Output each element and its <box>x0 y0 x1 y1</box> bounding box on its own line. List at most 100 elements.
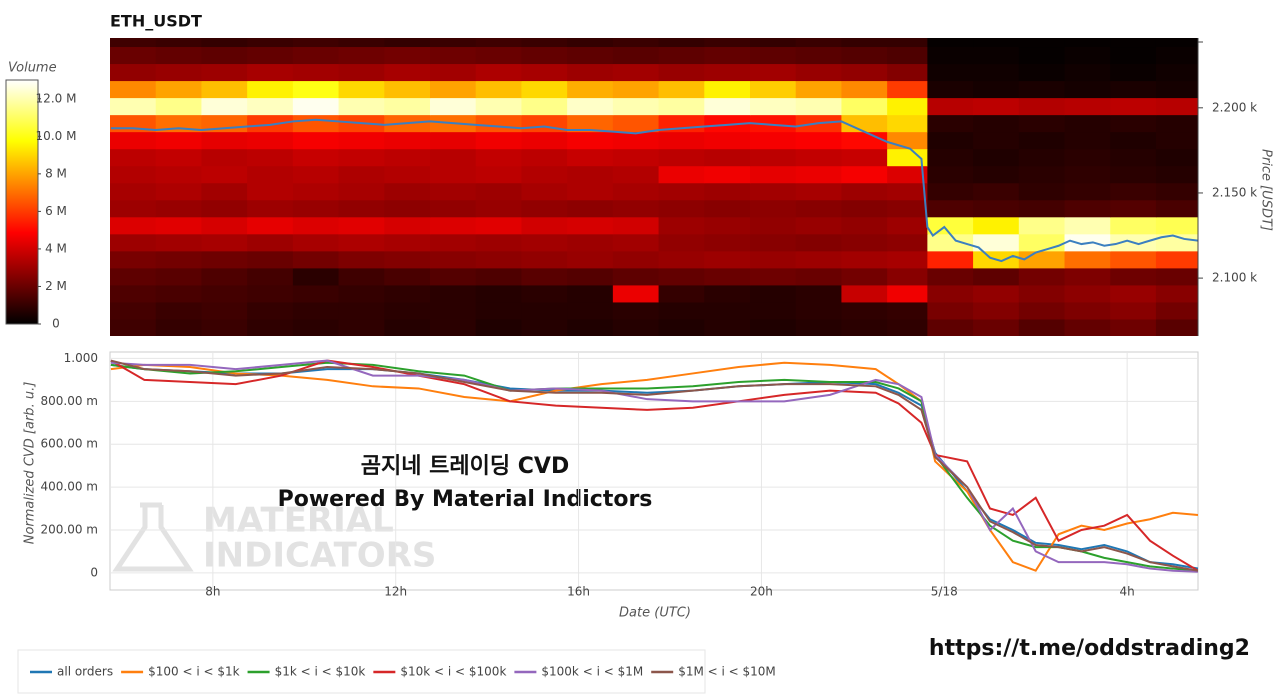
heat-cell <box>704 148 751 167</box>
heat-cell <box>841 63 888 82</box>
heat-cell <box>927 182 974 201</box>
heat-cell <box>612 114 660 133</box>
heat-cell <box>1110 131 1157 150</box>
heat-cell <box>704 284 751 303</box>
heat-cell <box>384 267 431 286</box>
heat-cell <box>1018 284 1066 303</box>
colorbar-tick-label: 10.0 M <box>36 129 77 143</box>
footer-link[interactable]: https://t.me/oddstrading2 <box>929 636 1250 661</box>
heat-cell <box>521 284 568 303</box>
heat-cell <box>1018 97 1066 116</box>
heat-cell <box>247 38 294 48</box>
heat-cell <box>750 267 797 286</box>
heat-cell <box>927 114 974 133</box>
heat-cell <box>475 182 522 201</box>
heat-cell <box>292 301 340 320</box>
heat-cell <box>1064 80 1111 99</box>
heat-cell <box>612 148 660 167</box>
heat-cell <box>795 46 842 65</box>
heat-cell <box>1155 131 1198 150</box>
heat-cell <box>1155 182 1198 201</box>
heat-cell <box>658 148 705 167</box>
heat-cell <box>841 216 888 235</box>
heat-cell <box>927 80 974 99</box>
heat-cell <box>612 233 660 252</box>
heat-cell <box>567 318 614 336</box>
heat-cell <box>292 165 340 184</box>
heat-cell <box>110 199 157 218</box>
lines <box>110 359 1198 573</box>
heat-cell <box>338 216 385 235</box>
heat-cell <box>612 38 660 48</box>
heat-cell <box>201 97 248 116</box>
heat-cell <box>927 165 974 184</box>
heat-cell <box>658 97 705 116</box>
heat-cell <box>155 267 202 286</box>
heat-cell <box>110 80 157 99</box>
cvd-line <box>110 359 1198 573</box>
heat-cell <box>521 318 568 336</box>
heat-cell <box>110 233 157 252</box>
heat-cell <box>750 199 797 218</box>
heat-cell <box>887 38 928 48</box>
heat-cell <box>1110 216 1157 235</box>
heat-cell <box>567 182 614 201</box>
heat-cell <box>521 131 568 150</box>
heat-cell <box>201 301 248 320</box>
heat-cell <box>247 148 294 167</box>
heat-cell <box>887 233 928 252</box>
heat-cell <box>521 267 568 286</box>
heat-cell <box>841 284 888 303</box>
heat-cell <box>927 233 974 252</box>
heat-cell <box>1064 114 1111 133</box>
heat-cell <box>658 284 705 303</box>
heat-cell <box>658 63 705 82</box>
heat-cell <box>475 318 522 336</box>
heat-cell <box>430 267 477 286</box>
heat-cell <box>841 131 888 150</box>
heat-cell <box>338 165 385 184</box>
heat-cell <box>201 250 248 269</box>
watermark: MATERIAL <box>203 501 394 541</box>
heat-cell <box>750 216 797 235</box>
heat-cell <box>384 233 431 252</box>
heat-cell <box>973 165 1020 184</box>
heat-cell <box>658 199 705 218</box>
heat-cell <box>292 267 340 286</box>
colorbar-title: Volume <box>8 61 57 76</box>
heat-cell <box>110 63 157 82</box>
heat-cell <box>750 182 797 201</box>
heat-cell <box>475 165 522 184</box>
heat-cell <box>155 131 202 150</box>
heat-cell <box>201 131 248 150</box>
heat-cell <box>795 267 842 286</box>
heat-cell <box>1018 301 1066 320</box>
heat-cell <box>612 131 660 150</box>
heat-cell <box>338 148 385 167</box>
heat-cell <box>750 284 797 303</box>
heat-cell <box>110 97 157 116</box>
heat-cell <box>887 284 928 303</box>
heat-cell <box>247 46 294 65</box>
heat-cell <box>155 199 202 218</box>
heat-cell <box>338 199 385 218</box>
heat-cell <box>612 199 660 218</box>
heat-cell <box>887 199 928 218</box>
heat-cell <box>155 148 202 167</box>
heat-cell <box>155 63 202 82</box>
heat-cell <box>201 267 248 286</box>
heat-cell <box>201 80 248 99</box>
y-tick-label: 800.00 m <box>41 394 99 408</box>
heat-cell <box>658 267 705 286</box>
heat-cell <box>887 301 928 320</box>
heat-cell <box>521 182 568 201</box>
heat-cell <box>612 216 660 235</box>
heat-cell <box>795 80 842 99</box>
heat-cell <box>521 80 568 99</box>
heat-cell <box>612 284 660 303</box>
heat-cell <box>110 267 157 286</box>
heat-cell <box>927 267 974 286</box>
heat-cell <box>704 97 751 116</box>
heat-cell <box>612 80 660 99</box>
